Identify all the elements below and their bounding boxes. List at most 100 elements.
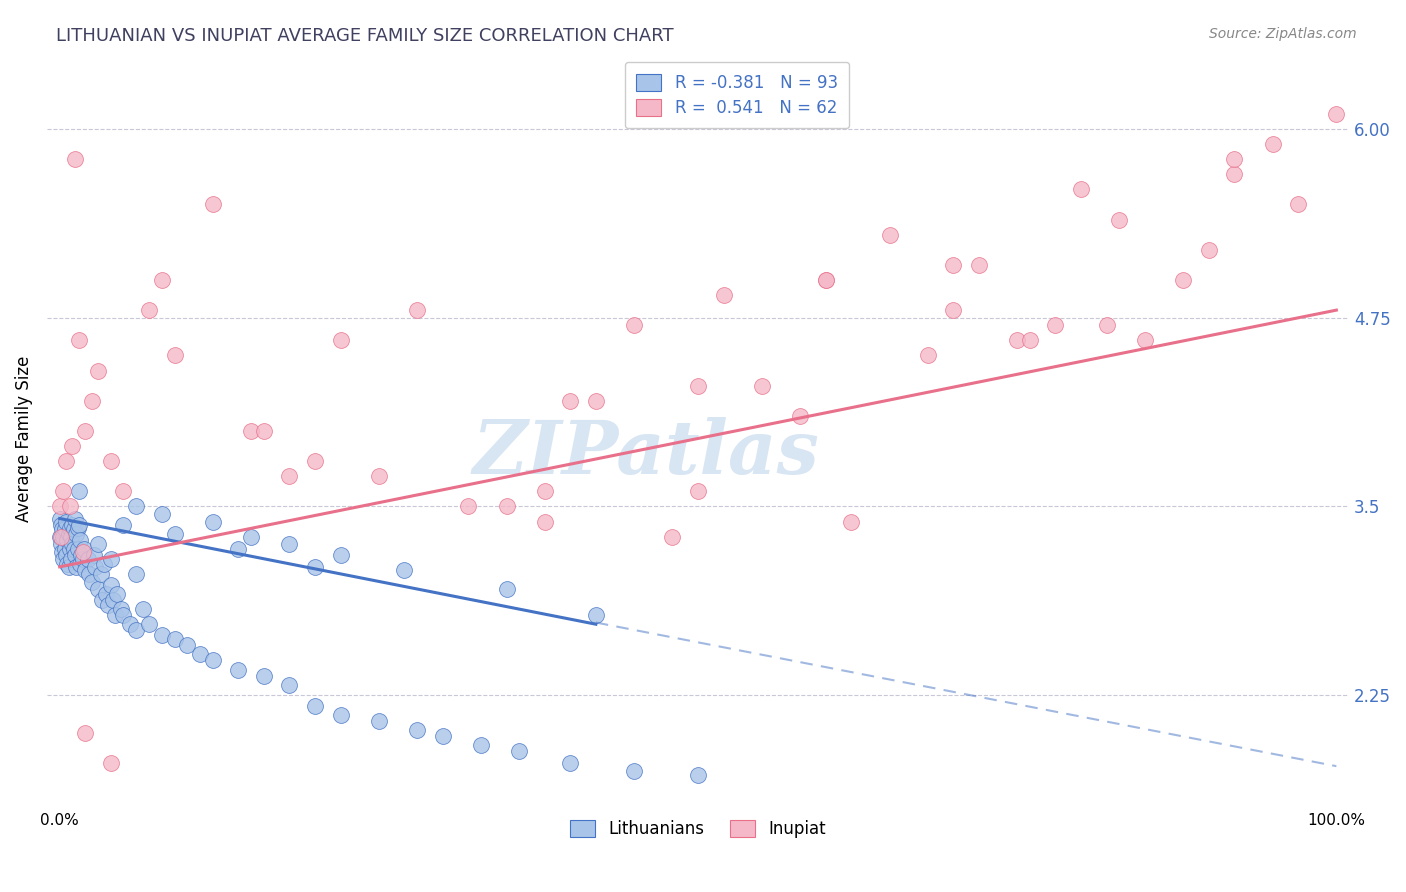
- Point: [87, 363, 110, 377]
- Point: [100, 552, 122, 566]
- Point: [76, 552, 98, 566]
- Point: [72, 552, 94, 566]
- Point: [1095, 318, 1118, 333]
- Point: [58, 559, 80, 574]
- Point: [75, 563, 97, 577]
- Point: [138, 617, 160, 632]
- Point: [240, 530, 263, 544]
- Point: [163, 632, 186, 647]
- Point: [69, 533, 91, 547]
- Point: [686, 768, 709, 782]
- Point: [304, 559, 326, 574]
- Point: [686, 484, 709, 499]
- Point: [49, 530, 72, 544]
- Point: [1324, 107, 1347, 121]
- Point: [94, 587, 117, 601]
- Point: [278, 469, 301, 483]
- Point: [62, 541, 84, 556]
- Point: [100, 578, 122, 592]
- Point: [55, 454, 77, 468]
- Point: [942, 303, 965, 318]
- Point: [789, 409, 811, 423]
- Point: [814, 273, 837, 287]
- Point: [394, 563, 416, 577]
- Point: [97, 598, 120, 612]
- Point: [66, 520, 89, 534]
- Point: [533, 484, 555, 499]
- Point: [105, 587, 128, 601]
- Point: [52, 552, 75, 566]
- Point: [67, 484, 90, 499]
- Point: [623, 318, 645, 333]
- Point: [65, 559, 87, 574]
- Point: [150, 507, 173, 521]
- Point: [125, 567, 148, 582]
- Point: [686, 378, 709, 392]
- Point: [59, 541, 82, 556]
- Point: [751, 378, 773, 392]
- Point: [63, 548, 86, 562]
- Point: [84, 559, 107, 574]
- Point: [1133, 334, 1156, 348]
- Point: [87, 582, 110, 597]
- Point: [495, 500, 517, 514]
- Point: [103, 608, 125, 623]
- Point: [533, 515, 555, 529]
- Point: [138, 303, 160, 318]
- Point: [879, 227, 901, 242]
- Point: [77, 567, 100, 582]
- Point: [103, 593, 125, 607]
- Point: [58, 526, 80, 541]
- Point: [52, 484, 75, 499]
- Point: [67, 517, 90, 532]
- Point: [112, 484, 135, 499]
- Y-axis label: Average Family Size: Average Family Size: [15, 355, 32, 522]
- Point: [1223, 152, 1246, 166]
- Text: Source: ZipAtlas.com: Source: ZipAtlas.com: [1209, 27, 1357, 41]
- Point: [367, 714, 389, 728]
- Point: [713, 288, 735, 302]
- Point: [228, 663, 250, 677]
- Point: [62, 517, 84, 532]
- Point: [56, 533, 79, 547]
- Point: [75, 726, 97, 740]
- Point: [53, 541, 76, 556]
- Point: [661, 530, 683, 544]
- Point: [56, 557, 79, 571]
- Point: [51, 522, 73, 536]
- Point: [53, 522, 76, 536]
- Point: [278, 537, 301, 551]
- Point: [201, 515, 224, 529]
- Point: [125, 500, 148, 514]
- Point: [560, 756, 582, 771]
- Point: [60, 552, 83, 566]
- Point: [112, 517, 135, 532]
- Text: ZIPatlas: ZIPatlas: [472, 417, 820, 490]
- Point: [66, 541, 89, 556]
- Point: [253, 424, 276, 438]
- Point: [65, 526, 87, 541]
- Point: [304, 454, 326, 468]
- Point: [1173, 273, 1195, 287]
- Point: [83, 548, 105, 562]
- Text: LITHUANIAN VS INUPIAT AVERAGE FAMILY SIZE CORRELATION CHART: LITHUANIAN VS INUPIAT AVERAGE FAMILY SIZ…: [56, 27, 673, 45]
- Point: [201, 197, 224, 211]
- Point: [1286, 197, 1309, 211]
- Point: [60, 530, 83, 544]
- Point: [228, 541, 250, 556]
- Point: [150, 628, 173, 642]
- Point: [59, 500, 82, 514]
- Point: [163, 526, 186, 541]
- Point: [1070, 182, 1092, 196]
- Legend: Lithuanians, Inupiat: Lithuanians, Inupiat: [564, 813, 832, 845]
- Point: [967, 258, 990, 272]
- Point: [62, 537, 84, 551]
- Point: [75, 424, 97, 438]
- Point: [1223, 167, 1246, 181]
- Point: [67, 334, 90, 348]
- Point: [585, 608, 607, 623]
- Point: [240, 424, 263, 438]
- Point: [51, 545, 73, 559]
- Point: [508, 744, 530, 758]
- Point: [623, 764, 645, 778]
